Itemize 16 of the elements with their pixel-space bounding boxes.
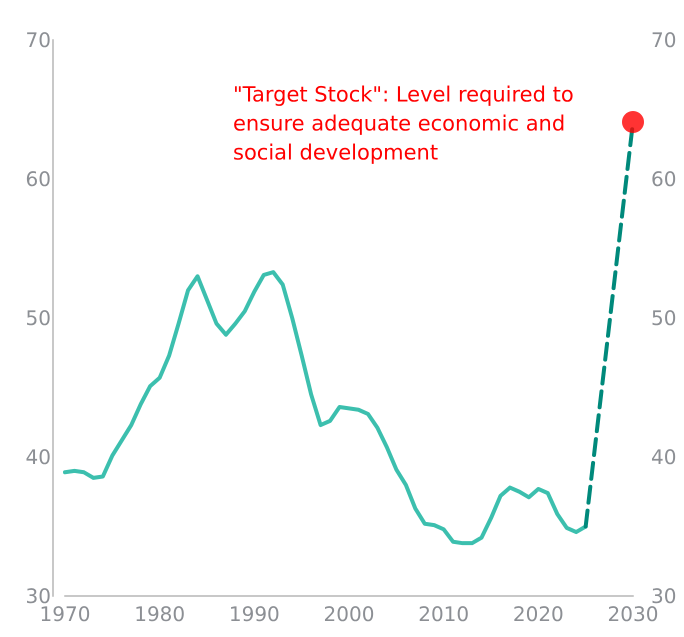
x-tick-label: 2030 (608, 602, 658, 626)
annotation: "Target Stock": Level required to ensure adequate economic and social development (233, 82, 580, 165)
y-tick-label: 40 (26, 445, 51, 469)
y2-tick-label: 50 (651, 306, 676, 330)
x-tick-label: 2000 (324, 602, 374, 626)
y-tick-label: 50 (26, 306, 51, 330)
y-tick-label: 60 (26, 167, 51, 191)
y2-tick-label: 60 (651, 167, 676, 191)
line-series (63, 270, 588, 546)
y-tick-label: 70 (26, 28, 51, 52)
x-tick-label: 1980 (134, 602, 186, 626)
x-tick-label: 2010 (418, 602, 470, 626)
y2-tick-label: 40 (651, 445, 676, 469)
x-tick-label: 1990 (228, 602, 280, 626)
x-tick-label: 2020 (512, 602, 564, 626)
y2-tick-label: 70 (651, 28, 676, 52)
